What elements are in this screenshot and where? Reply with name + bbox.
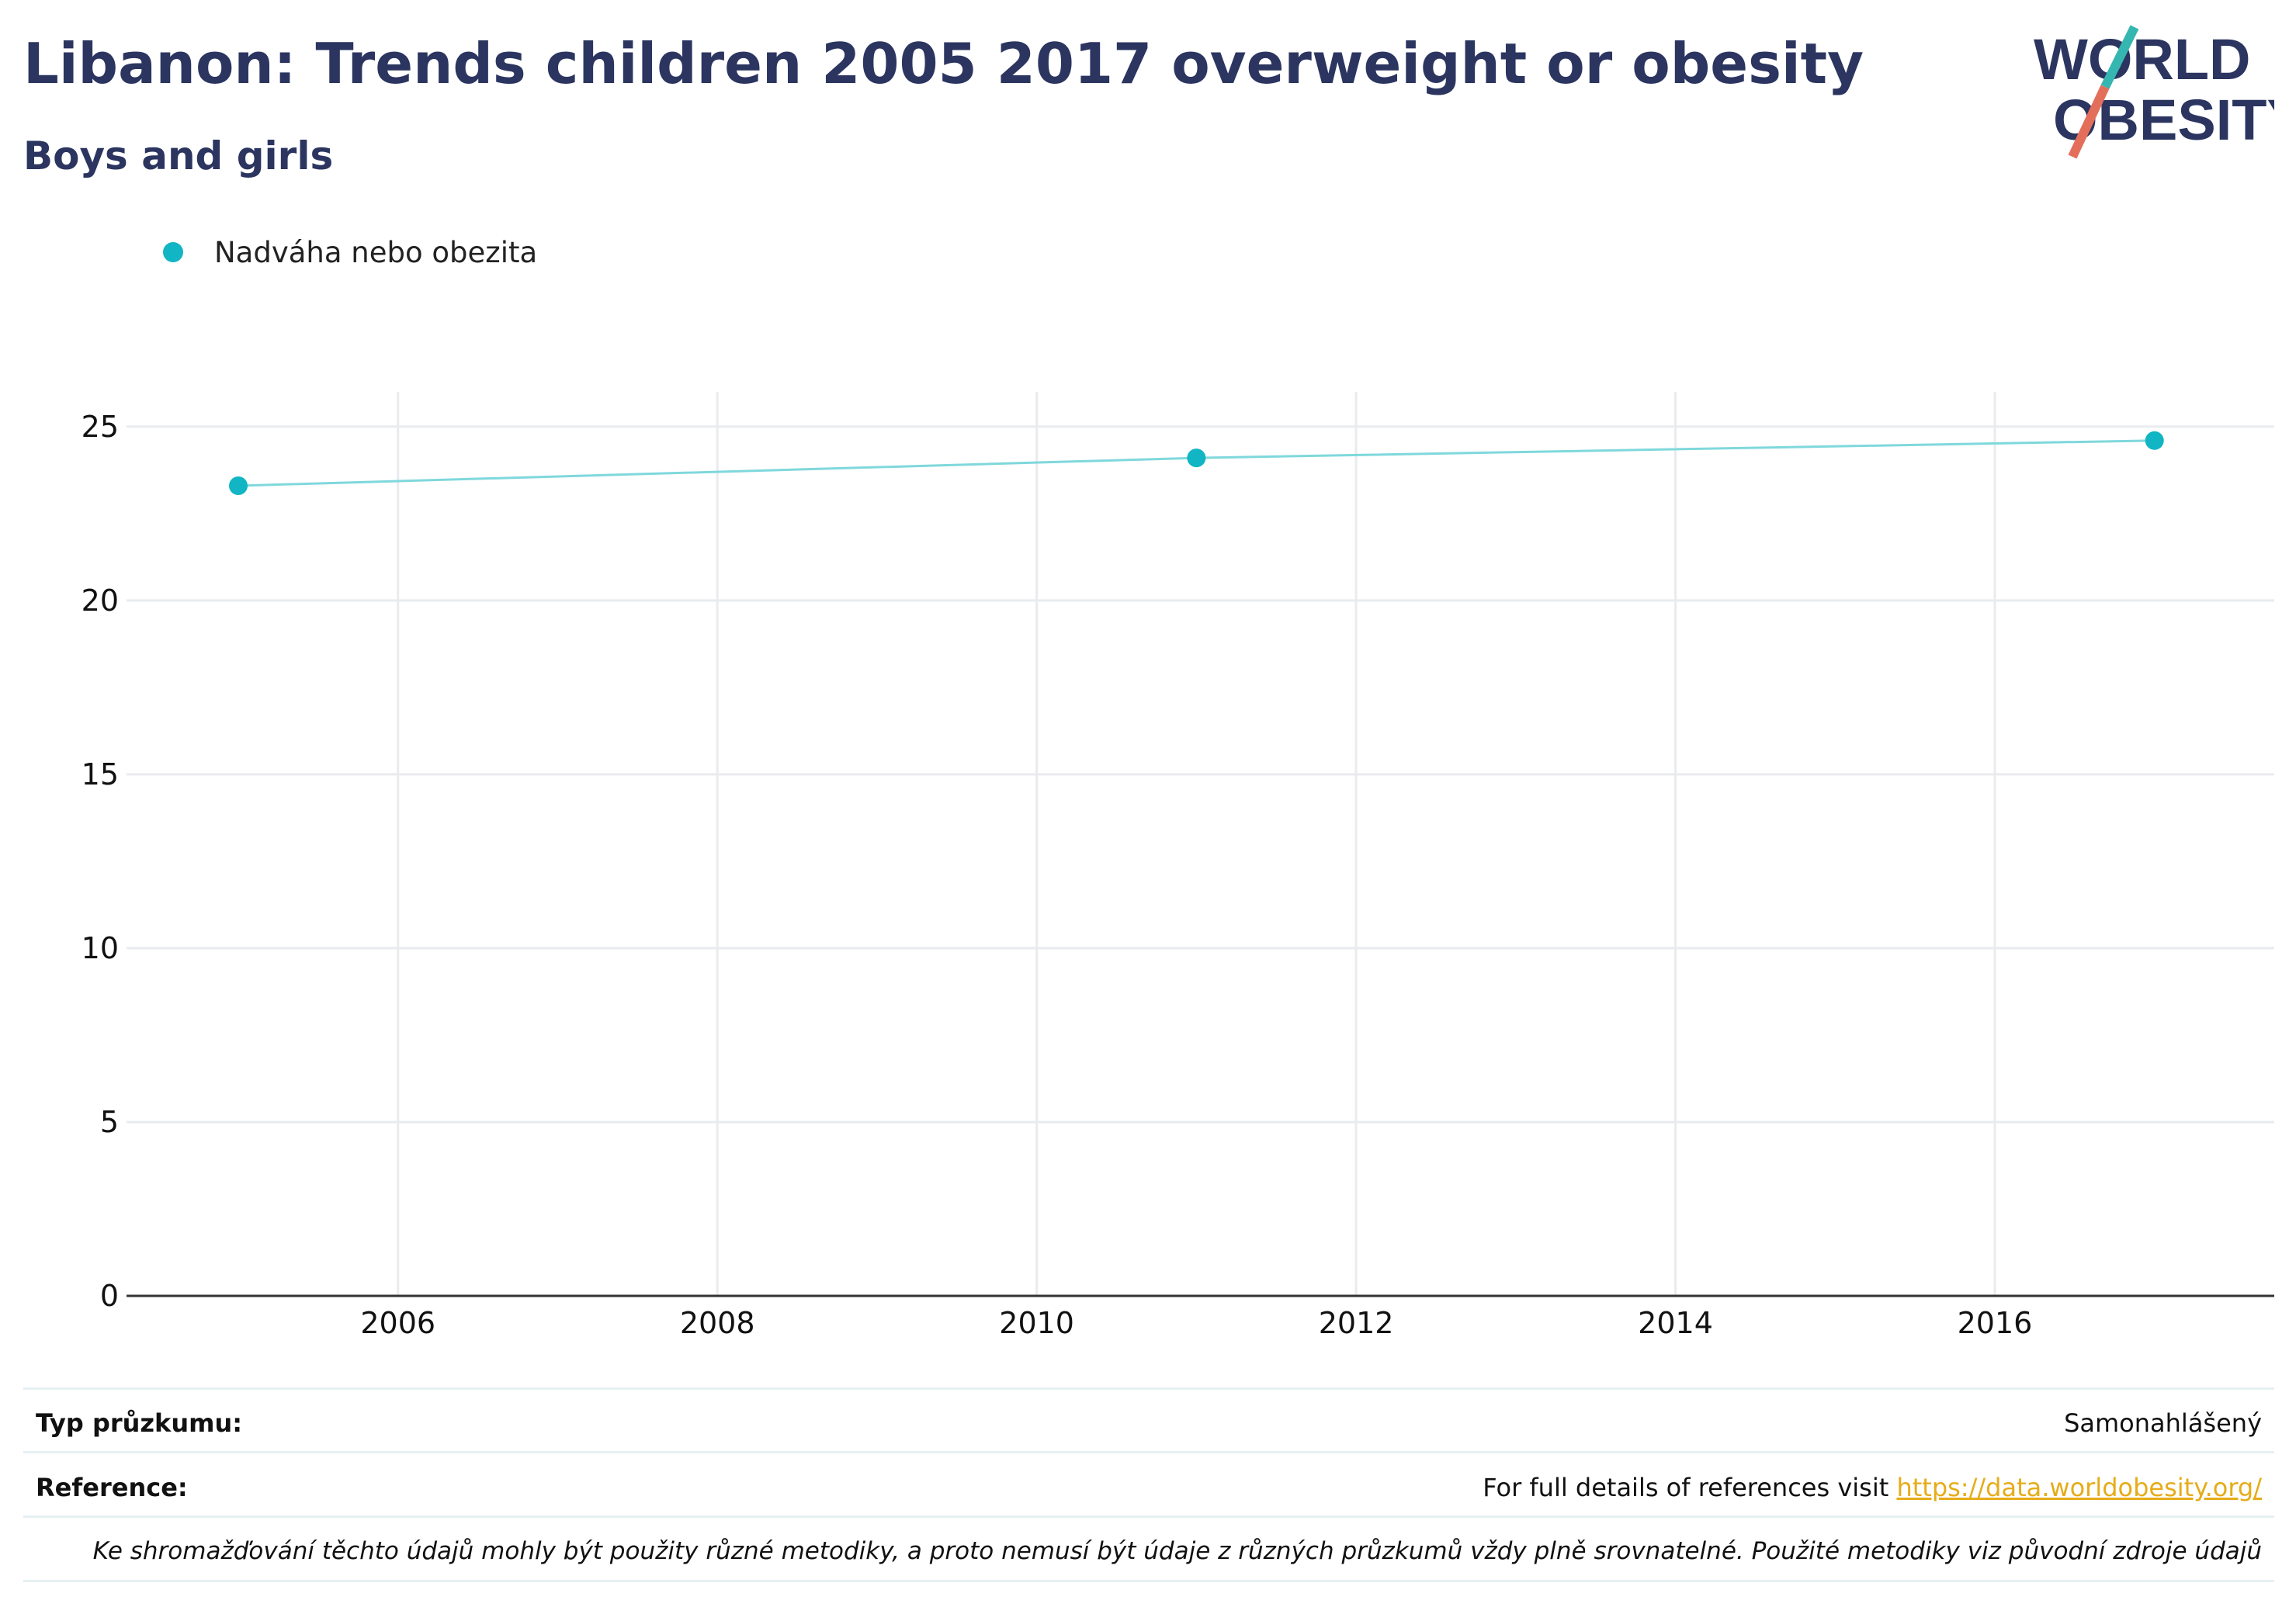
- page-subtitle: Boys and girls: [23, 133, 334, 178]
- reference-value: For full details of references visit htt…: [1483, 1473, 2274, 1502]
- logo-text-world: WORLD: [2034, 27, 2251, 92]
- footer-divider: [23, 1451, 2274, 1453]
- legend-marker: [163, 242, 183, 262]
- page-title: Libanon: Trends children 2005 2017 overw…: [23, 31, 1864, 96]
- footer-divider: [23, 1387, 2274, 1390]
- survey-type-label: Typ průzkumu:: [36, 1408, 243, 1438]
- y-tick-label: 10: [82, 931, 119, 965]
- logo-slash-coral: [2068, 85, 2110, 159]
- y-tick-label: 20: [82, 584, 119, 618]
- y-tick-label: 25: [82, 410, 119, 444]
- world-obesity-logo: WORLD OBESITY: [2034, 25, 2274, 159]
- x-tick-label: 2014: [1638, 1306, 1713, 1340]
- y-tick-label: 5: [100, 1105, 119, 1139]
- survey-type-value: Samonahlášený: [2064, 1408, 2262, 1438]
- x-tick-label: 2008: [680, 1306, 755, 1340]
- x-tick-label: 2016: [1958, 1306, 2033, 1340]
- reference-row: Reference: For full details of reference…: [23, 1464, 2274, 1511]
- legend-label: Nadváha nebo obezita: [214, 235, 538, 269]
- x-tick-label: 2010: [999, 1306, 1074, 1340]
- methodology-note: Ke shromažďování těchto údajů mohly být …: [23, 1528, 2274, 1574]
- data-point: [1187, 449, 1206, 468]
- chart-legend[interactable]: Nadváha nebo obezita: [163, 233, 537, 272]
- data-point: [2145, 431, 2164, 450]
- logo-slash-teal: [2100, 25, 2139, 89]
- reference-label: Reference:: [36, 1473, 188, 1502]
- methodology-note-text: Ke shromažďování těchto údajů mohly být …: [92, 1537, 2262, 1565]
- x-tick-label: 2006: [360, 1306, 435, 1340]
- reference-text: For full details of references visit: [1483, 1473, 1897, 1502]
- line-chart: 2006 2008 2010 2012 2014 2016 0 5 10 15 20 25: [82, 392, 2274, 1340]
- data-point: [229, 476, 248, 495]
- reference-link[interactable]: https://data.worldobesity.org/: [1896, 1473, 2262, 1502]
- survey-type-row: Typ průzkumu: Samonahlášený: [23, 1400, 2274, 1446]
- y-tick-label: 15: [82, 757, 119, 791]
- x-tick-label: 2012: [1319, 1306, 1394, 1340]
- footer-divider: [23, 1580, 2274, 1582]
- footer-divider: [23, 1515, 2274, 1518]
- y-tick-label: 0: [100, 1279, 119, 1313]
